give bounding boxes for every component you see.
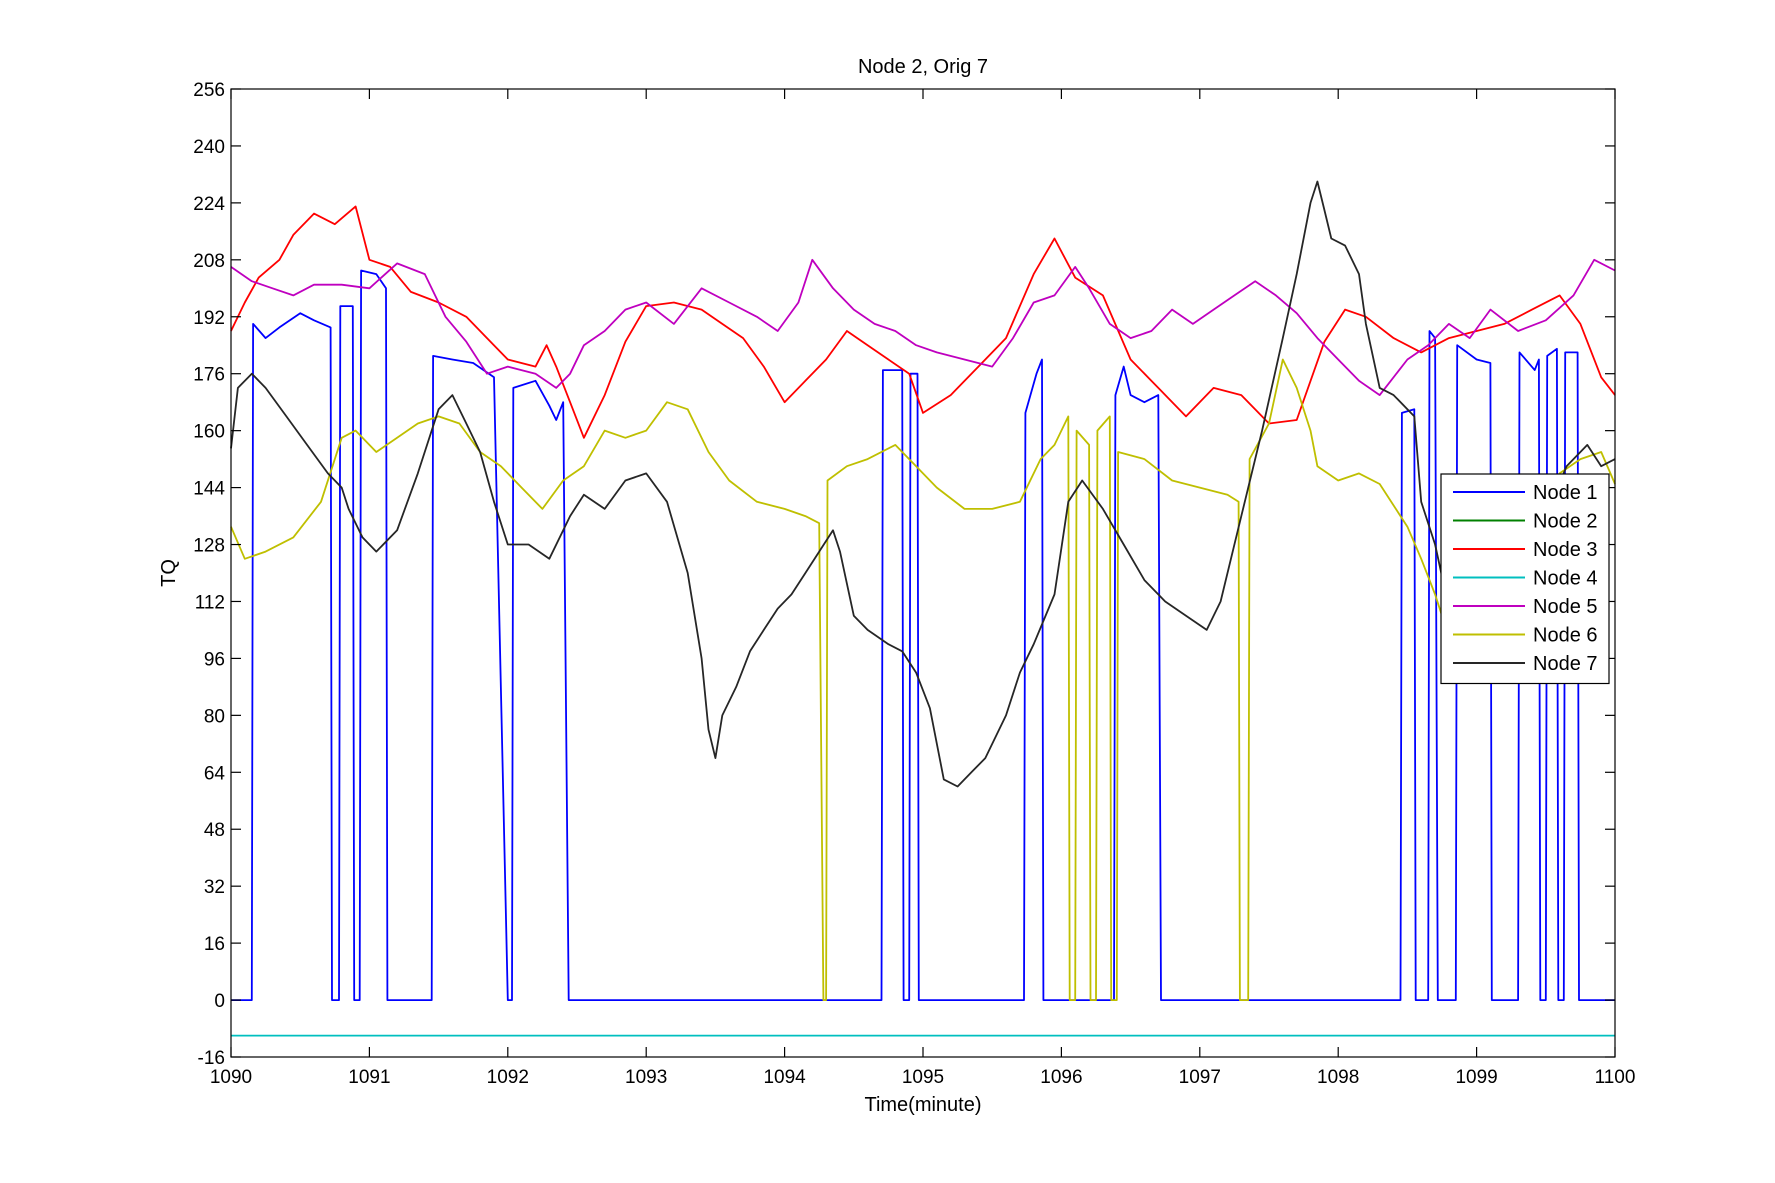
x-axis-label: Time(minute) <box>864 1094 981 1116</box>
y-tick-label: 96 <box>204 649 225 670</box>
y-tick-label: 80 <box>204 706 225 727</box>
x-tick-label: 1100 <box>1595 1067 1636 1088</box>
y-tick-label: 48 <box>204 820 225 841</box>
x-tick-label: 1098 <box>1317 1067 1359 1088</box>
y-tick-label: 208 <box>193 251 225 272</box>
y-tick-label: 144 <box>193 479 225 500</box>
x-tick-label: 1097 <box>1179 1067 1221 1088</box>
series-line-node-7 <box>230 180 1616 788</box>
series-line-node-1 <box>231 269 1615 1001</box>
legend-label: Node 7 <box>1533 653 1598 675</box>
y-tick-label: 176 <box>193 365 225 386</box>
legend-box <box>1440 473 1610 685</box>
legend-label: Node 2 <box>1533 511 1598 533</box>
legend-label: Node 3 <box>1533 539 1598 561</box>
x-tick-label: 1091 <box>348 1067 390 1088</box>
chart-title: Node 2, Orig 7 <box>858 56 988 78</box>
y-tick-label: 0 <box>214 991 225 1012</box>
x-tick-label: 1096 <box>1040 1067 1082 1088</box>
x-tick-label: 1092 <box>487 1067 529 1088</box>
y-tick-label: 240 <box>193 137 225 158</box>
series-line-node-3 <box>230 205 1616 439</box>
legend-label: Node 4 <box>1533 568 1598 590</box>
legend: Node 1 Node 2 Node 3 Node 4 Node 5 Node 6 Node… <box>1440 473 1610 685</box>
legend-label: Node 1 <box>1533 482 1598 504</box>
plot-area <box>231 89 1615 1057</box>
y-tick-label: 192 <box>193 308 225 329</box>
series-layer <box>230 180 1616 1037</box>
x-tick-label: 1090 <box>210 1067 252 1088</box>
y-tick-label: 128 <box>193 536 225 557</box>
x-tick-label: 1094 <box>763 1067 806 1088</box>
y-tick-label: 32 <box>204 877 225 898</box>
x-tick-label: 1099 <box>1455 1067 1497 1088</box>
legend-label: Node 6 <box>1533 625 1598 647</box>
y-tick-label: 112 <box>195 592 225 613</box>
y-tick-label: 256 <box>193 80 225 101</box>
y-tick-label: 64 <box>204 763 226 784</box>
y-tick-label: 16 <box>204 934 225 955</box>
plot-background <box>231 89 1615 1057</box>
x-axis: 1090 1091 1092 1093 1094 1095 1096 1097 1098 1099… <box>210 89 1636 1088</box>
legend-label: Node 5 <box>1533 596 1598 618</box>
y-tick-label: 160 <box>193 422 225 443</box>
series-line-node-5 <box>230 258 1616 396</box>
x-tick-label: 1093 <box>625 1067 667 1088</box>
y-tick-label: -16 <box>198 1048 225 1069</box>
y-axis-label: TQ <box>158 559 180 587</box>
y-axis: -16 0 16 32 48 64 80 96 112 128 144 160 176 192 208 224… <box>193 80 1615 1069</box>
x-tick-label: 1095 <box>902 1067 944 1088</box>
y-tick-label: 224 <box>193 194 225 215</box>
series-line-node-6 <box>230 358 1616 1001</box>
